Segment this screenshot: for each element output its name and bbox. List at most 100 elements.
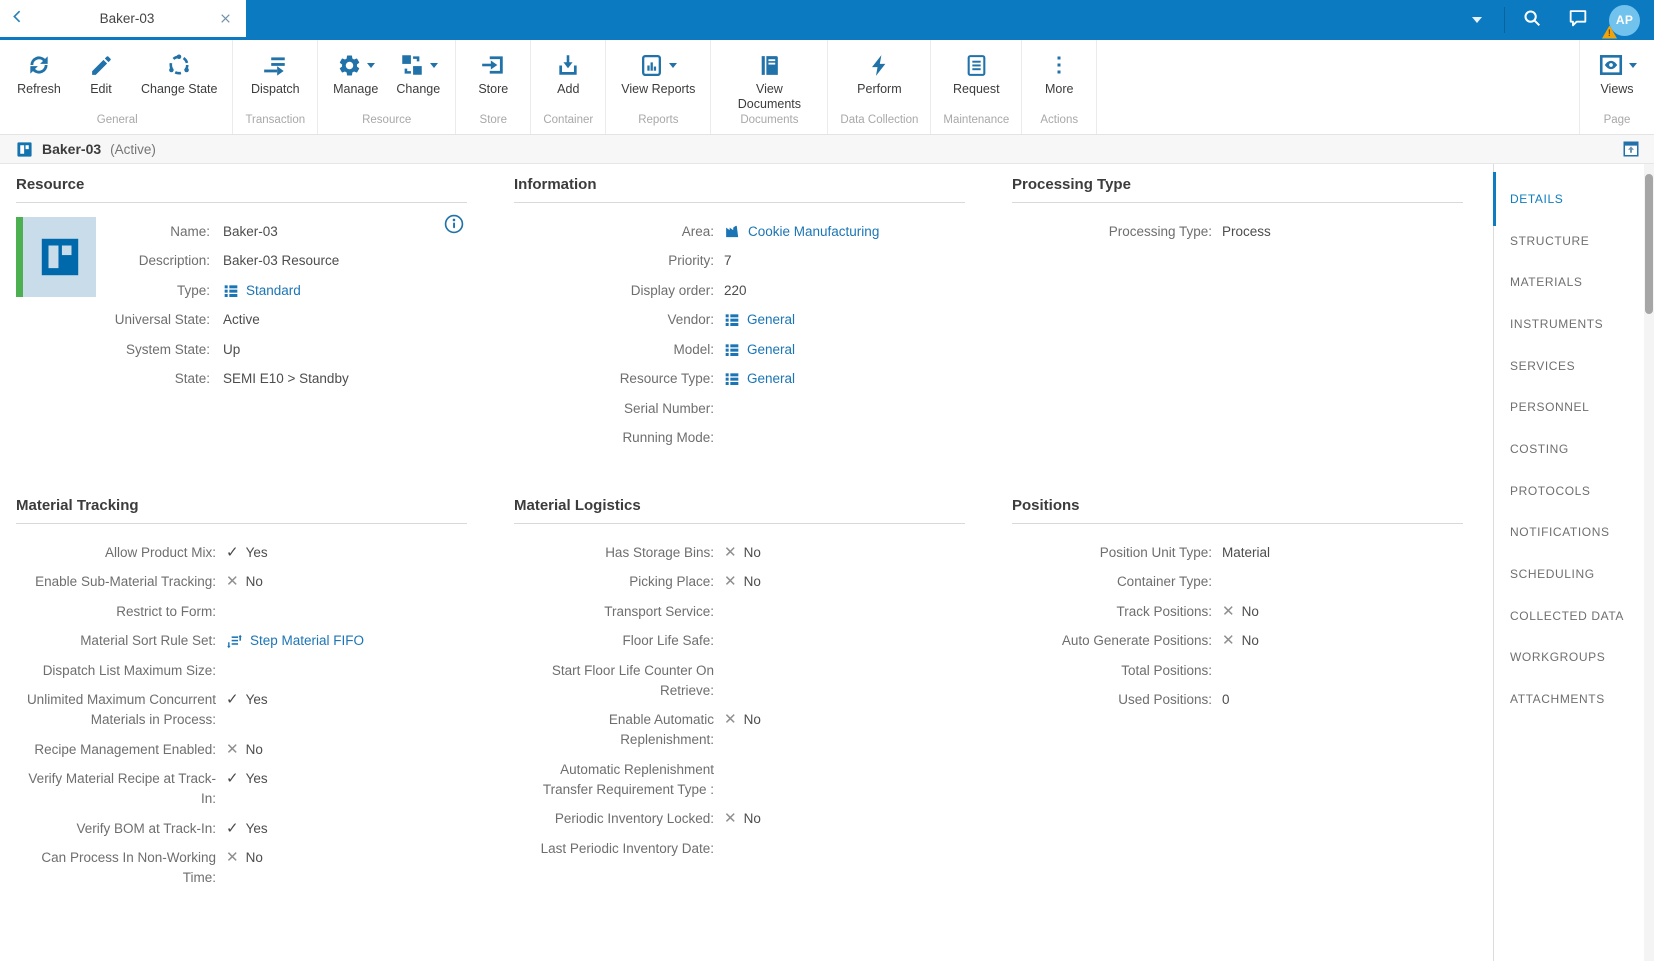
back-chevron-icon [9, 8, 26, 30]
restrict-to-form-value [226, 602, 467, 622]
view-documents-button[interactable]: View Documents [717, 45, 821, 112]
search-button[interactable] [1509, 0, 1555, 40]
page-title: Baker-03 [42, 141, 101, 157]
cross-icon: ✕ [724, 710, 737, 730]
change-button[interactable]: Change [387, 45, 449, 97]
views-eye-icon [1598, 52, 1624, 78]
change-state-button[interactable]: Change State [132, 45, 226, 97]
expand-panel-button[interactable] [1622, 140, 1640, 158]
field-row: Can Process In Non-Working Time: ✕No [16, 844, 467, 894]
toolbar-group-store: Store Store [456, 40, 531, 134]
search-icon [1521, 7, 1543, 34]
collapse-toolbar-button[interactable] [1454, 0, 1500, 40]
system-state-value: Up [223, 340, 467, 360]
auto-replenishment-type-value [724, 760, 965, 780]
book-icon [757, 53, 782, 78]
close-tab-icon[interactable] [216, 10, 234, 28]
toolbar-group-resource: Manage Change Resource [318, 40, 456, 134]
priority-value: 7 [724, 251, 965, 271]
cross-icon: ✕ [724, 572, 737, 592]
tab-instruments[interactable]: INSTRUMENTS [1510, 303, 1654, 345]
tab-materials[interactable]: MATERIALS [1510, 261, 1654, 303]
tab-personnel[interactable]: PERSONNEL [1510, 386, 1654, 428]
store-button[interactable]: Store [462, 45, 524, 97]
toolbar-group-label: Data Collection [834, 114, 924, 131]
detail-tabs-nav: DETAILS STRUCTURE MATERIALS INSTRUMENTS … [1493, 164, 1654, 961]
field-row: Has Storage Bins: ✕No [514, 538, 965, 568]
field-row: Track Positions: ✕No [1012, 597, 1463, 627]
manage-button[interactable]: Manage [324, 45, 387, 97]
tab-workgroups[interactable]: WORKGROUPS [1510, 637, 1654, 679]
refresh-button[interactable]: Refresh [8, 45, 70, 97]
toolbar-group-label: Reports [612, 114, 704, 131]
toolbar-group-container: Add Container [531, 40, 606, 134]
cross-icon: ✕ [226, 740, 239, 760]
user-avatar[interactable]: AP ! [1609, 5, 1640, 36]
tab-costing[interactable]: COSTING [1510, 428, 1654, 470]
field-row: Enable Automatic Replenishment: ✕No [514, 706, 965, 756]
edit-button[interactable]: Edit [70, 45, 132, 97]
vendor-link[interactable]: General [724, 310, 965, 330]
more-button[interactable]: More [1028, 45, 1090, 97]
cross-icon: ✕ [226, 848, 239, 868]
field-row: Periodic Inventory Locked: ✕No [514, 805, 965, 835]
section-title: Information [514, 176, 965, 203]
request-button[interactable]: Request [944, 45, 1009, 97]
toolbar-group-maintenance: Request Maintenance [931, 40, 1022, 134]
resource-type-link[interactable]: General [724, 369, 965, 389]
tab-baker-03[interactable]: Baker-03 [34, 0, 246, 37]
toolbar-group-transaction: Dispatch Transaction [233, 40, 318, 134]
cookie-manufacturing-area-link[interactable]: Cookie Manufacturing [724, 222, 965, 242]
perform-button[interactable]: Perform [848, 45, 910, 97]
page-scrollbar[interactable] [1644, 164, 1654, 961]
tab-details[interactable]: DETAILS [1510, 178, 1654, 220]
tab-structure[interactable]: STRUCTURE [1510, 220, 1654, 262]
field-row: Auto Generate Positions: ✕No [1012, 627, 1463, 657]
back-button[interactable] [0, 0, 34, 37]
request-document-icon [964, 53, 989, 78]
toolbar-group-data-collection: Perform Data Collection [828, 40, 931, 134]
toolbar-group-label: General [8, 114, 226, 131]
tab-attachments[interactable]: ATTACHMENTS [1510, 678, 1654, 720]
check-icon: ✓ [226, 543, 239, 563]
model-link[interactable]: General [724, 340, 965, 360]
change-state-icon [166, 52, 192, 78]
tab-collected-data[interactable]: COLLECTED DATA [1510, 595, 1654, 637]
standard-type-link[interactable]: Standard [223, 281, 467, 301]
cross-icon: ✕ [724, 543, 737, 563]
section-title: Resource [16, 176, 467, 203]
tab-protocols[interactable]: PROTOCOLS [1510, 470, 1654, 512]
chat-icon [1567, 7, 1589, 34]
field-row: Resource Type: General [514, 365, 965, 395]
messages-button[interactable] [1555, 0, 1601, 40]
field-row: Area: Cookie Manufacturing [514, 217, 965, 247]
field-row: Universal State: Active [100, 306, 467, 336]
list-icon [724, 342, 740, 358]
dispatch-button[interactable]: Dispatch [242, 45, 309, 97]
report-chart-icon [639, 53, 664, 78]
cross-icon: ✕ [226, 572, 239, 592]
lightning-icon [867, 53, 892, 78]
toolbar-group-label: Actions [1028, 114, 1090, 131]
views-button[interactable]: Views [1586, 45, 1648, 97]
cross-icon: ✕ [724, 809, 737, 829]
display-order-value: 220 [724, 281, 965, 301]
section-information: Information Area: Cookie Manufacturing P… [514, 176, 965, 453]
add-button[interactable]: Add [537, 45, 599, 97]
state-color-bar [16, 217, 23, 297]
add-to-container-icon [555, 52, 581, 78]
field-row: Enable Sub-Material Tracking: ✕No [16, 568, 467, 598]
cross-icon: ✕ [1222, 631, 1235, 651]
scrollbar-thumb[interactable] [1645, 174, 1653, 314]
view-reports-button[interactable]: View Reports [612, 45, 704, 97]
chevron-down-icon [367, 63, 375, 68]
tab-scheduling[interactable]: SCHEDULING [1510, 553, 1654, 595]
tab-notifications[interactable]: NOTIFICATIONS [1510, 512, 1654, 554]
info-icon[interactable] [443, 213, 465, 240]
chevron-down-icon [1472, 17, 1482, 23]
material-sort-rule-set-link[interactable]: Step Material FIFO [226, 631, 467, 651]
tab-services[interactable]: SERVICES [1510, 345, 1654, 387]
position-unit-type-value: Material [1222, 543, 1463, 563]
list-icon [724, 371, 740, 387]
start-floor-life-counter-value [724, 661, 965, 681]
